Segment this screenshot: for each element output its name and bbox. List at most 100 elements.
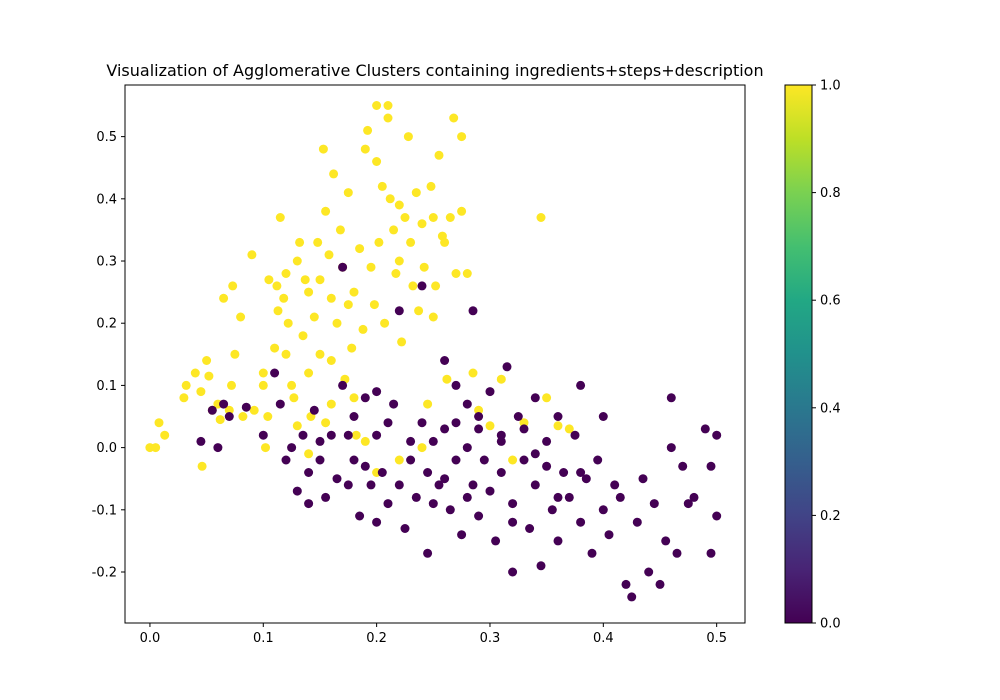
scatter-point (440, 474, 450, 484)
scatter-point (324, 250, 334, 260)
scatter-point (343, 188, 353, 198)
scatter-point (160, 430, 170, 440)
scatter-point (326, 356, 336, 365)
chart-title: Visualization of Agglomerative Clusters … (106, 61, 763, 80)
scatter-point (411, 188, 421, 198)
scatter-point (440, 424, 450, 434)
scatter-point (238, 412, 248, 421)
scatter-point (315, 455, 325, 465)
scatter-point (275, 399, 285, 409)
scatter-points (145, 101, 722, 602)
scatter-point (151, 443, 161, 453)
scatter-point (273, 306, 283, 316)
scatter-point (417, 443, 427, 453)
scatter-point (197, 461, 207, 471)
scatter-point (428, 436, 438, 446)
scatter-point (332, 318, 342, 328)
scatter-point (318, 144, 328, 154)
scatter-point (372, 517, 382, 527)
scatter-point (349, 412, 359, 421)
scatter-point (332, 474, 342, 484)
colorbar-ticks: 0.0 0.2 0.4 0.6 0.8 1.0 (812, 79, 841, 632)
scatter-point (468, 306, 478, 316)
scatter-point (485, 387, 495, 397)
colorbar-tick-label: 0.0 (820, 617, 841, 632)
scatter-point (394, 200, 404, 210)
scatter-point (272, 281, 282, 291)
scatter-point (553, 492, 563, 502)
scatter-point (417, 281, 427, 291)
scatter-point (431, 281, 441, 291)
x-tick-label: 0.0 (140, 631, 161, 646)
scatter-point (289, 393, 299, 403)
scatter-point (491, 536, 501, 546)
scatter-point (414, 306, 424, 316)
scatter-point (474, 405, 484, 415)
scatter-point (304, 449, 314, 459)
scatter-point (372, 101, 382, 110)
scatter-point (587, 548, 597, 558)
scatter-point (564, 492, 574, 502)
scatter-point (712, 430, 722, 440)
scatter-point (479, 455, 489, 465)
x-tick-label: 0.4 (593, 631, 614, 646)
scatter-point (426, 181, 436, 191)
scatter-point (360, 461, 370, 471)
scatter-point (196, 436, 206, 446)
scatter-point (355, 244, 365, 254)
scatter-point (496, 374, 506, 384)
scatter-point (442, 374, 452, 384)
x-axis: 0.0 0.1 0.2 0.3 0.4 0.5 (140, 623, 727, 646)
scatter-point (581, 474, 591, 484)
scatter-point (207, 405, 217, 415)
scatter-point (559, 468, 569, 477)
scatter-point (315, 436, 325, 446)
scatter-point (326, 430, 336, 440)
scatter-point (264, 275, 274, 285)
y-tick-label: 0.2 (96, 317, 117, 332)
scatter-point (417, 418, 427, 428)
scatter-point (553, 412, 563, 421)
scatter-point (496, 430, 506, 440)
scatter-point (355, 511, 365, 521)
scatter-point (377, 468, 387, 477)
scatter-point (275, 213, 285, 222)
scatter-point (423, 399, 433, 409)
colorbar-tick-label: 0.6 (820, 294, 841, 309)
scatter-point (394, 256, 404, 266)
scatter-point (451, 269, 461, 278)
scatter-point (598, 505, 608, 515)
plot-frame (124, 84, 746, 624)
scatter-point (419, 262, 429, 272)
scatter-point (564, 424, 574, 434)
scatter-point (349, 287, 359, 297)
scatter-point (372, 430, 382, 440)
scatter-point (383, 499, 393, 509)
scatter-point (457, 530, 467, 540)
scatter-point (383, 113, 393, 123)
scatter-point (366, 262, 376, 272)
scatter-point (279, 293, 289, 303)
scatter-point (553, 536, 563, 546)
scatter-point (329, 169, 339, 179)
y-tick-label: 0.5 (96, 130, 117, 145)
scatter-point (358, 324, 368, 334)
scatter-point (374, 237, 384, 247)
scatter-point (445, 213, 455, 222)
scatter-point (292, 421, 302, 431)
scatter-point (281, 349, 291, 359)
scatter-point (406, 455, 416, 465)
scatter-point (213, 443, 223, 453)
scatter-point (389, 225, 399, 235)
colorbar-gradient (784, 84, 813, 624)
scatter-point (263, 412, 273, 421)
scatter-point (372, 387, 382, 397)
scatter-point (343, 430, 353, 440)
scatter-point (474, 511, 484, 521)
scatter-point (321, 206, 331, 216)
y-tick-label: 0.0 (96, 441, 117, 456)
scatter-point (219, 399, 229, 409)
scatter-point (190, 368, 200, 378)
scatter-point (423, 548, 433, 558)
scatter-point (449, 113, 459, 123)
